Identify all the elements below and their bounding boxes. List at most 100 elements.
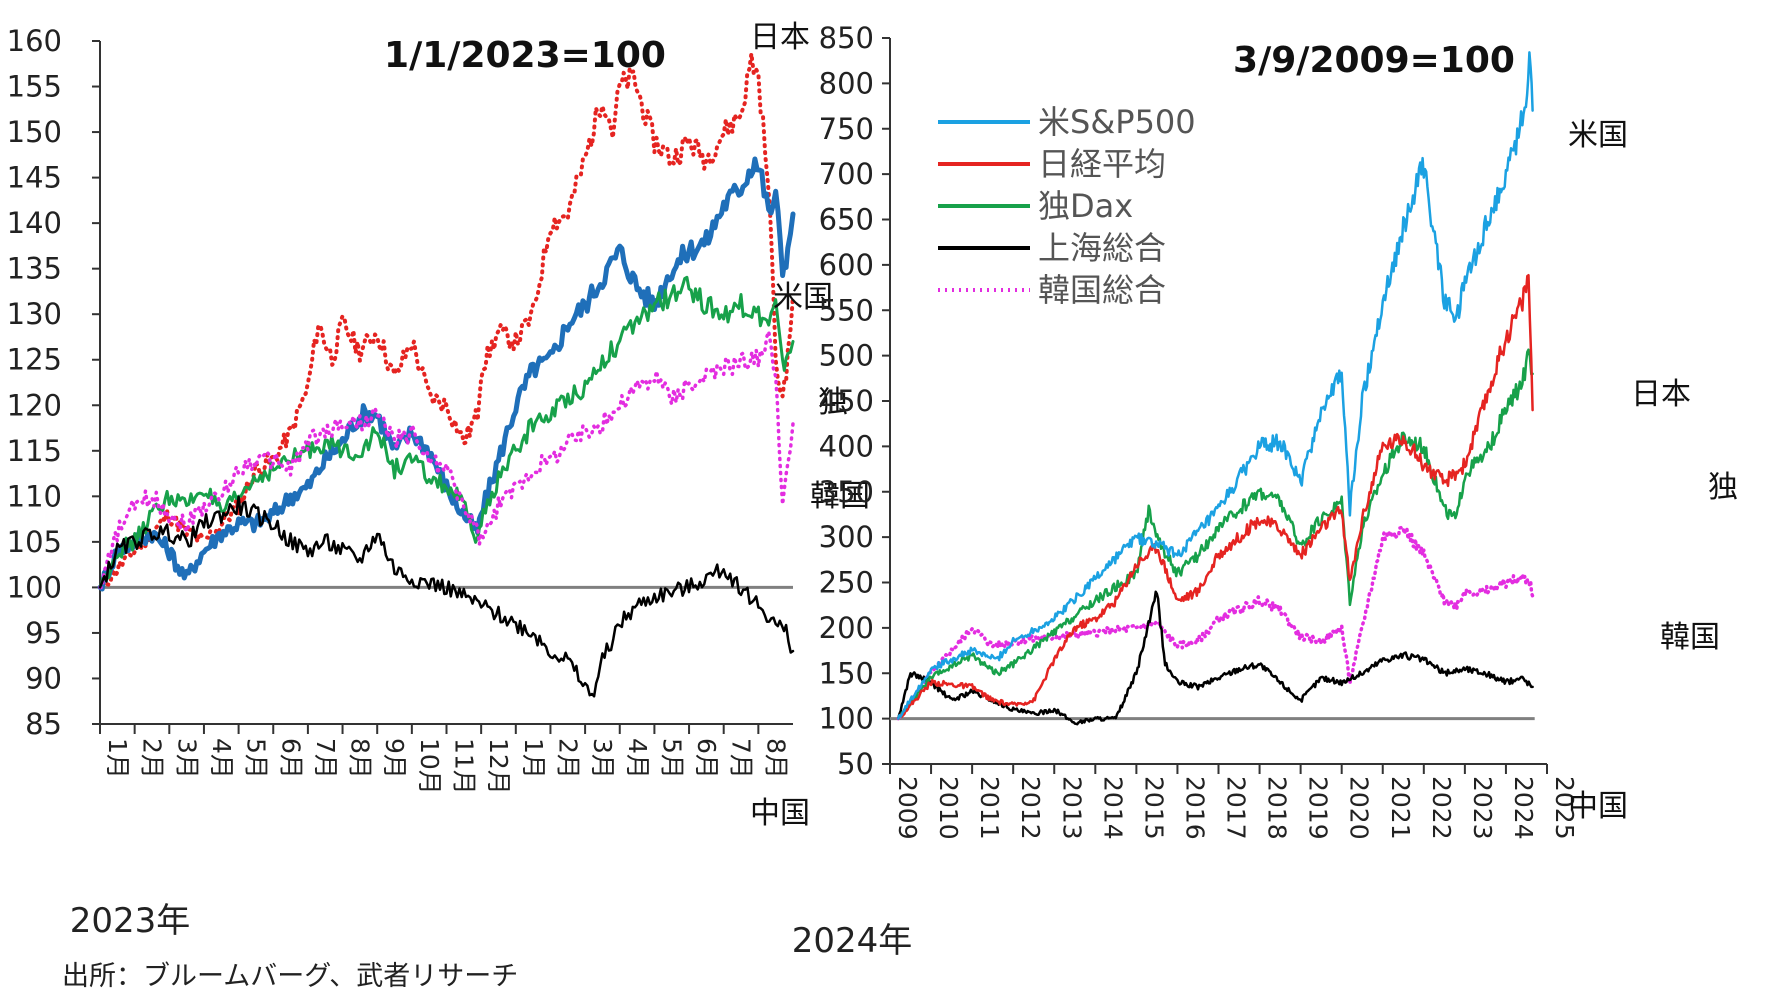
- left-y-tick-label: 100: [7, 570, 62, 604]
- annotation-japan-left: 日本: [750, 20, 810, 55]
- left-y-tick-label: 110: [7, 479, 62, 513]
- left-y-tick-label: 85: [25, 707, 62, 741]
- right-chart-axes: 850 800 750 700 650 600 550 500 450 400 350 300 250 2…: [819, 21, 1579, 840]
- right-y-tick-label: 200: [819, 611, 874, 645]
- left-chart-title: 1/1/2023=100: [384, 35, 666, 76]
- annotation-germany-left: 独: [818, 385, 848, 420]
- right-x-tick-label: 2017: [1222, 776, 1251, 840]
- left-y-tick-label: 90: [25, 661, 62, 695]
- year-label-2024: 2024年: [792, 921, 913, 961]
- right-y-tick-label: 800: [819, 66, 874, 100]
- right-series-line-us: [896, 51, 1534, 720]
- left-x-tick-label: 9月: [380, 738, 409, 779]
- right-y-tick-label: 450: [819, 384, 874, 418]
- left-y-tick-label: 105: [7, 525, 62, 559]
- left-y-tick-label: 130: [7, 297, 62, 331]
- right-y-tick-label: 750: [819, 112, 874, 146]
- right-y-tick-label: 350: [819, 475, 874, 509]
- left-x-tick-label: 5月: [242, 738, 271, 779]
- right-x-tick-label: 2009: [893, 776, 922, 840]
- right-y-tick-label: 550: [819, 293, 874, 327]
- left-x-tick-label: 6月: [276, 738, 305, 779]
- right-chart-series: [896, 51, 1535, 726]
- right-y-tick-label: 300: [819, 520, 874, 554]
- right-chart-panel: 850 800 750 700 650 600 550 500 450 400 350 300 250 2…: [819, 21, 1738, 840]
- left-series-line-korea: [98, 329, 795, 590]
- left-x-tick-label: 4月: [207, 738, 236, 779]
- left-x-tick-label: 5月: [657, 738, 686, 779]
- left-chart-series: [97, 51, 796, 698]
- left-y-tick-label: 160: [7, 24, 62, 58]
- year-label-2023: 2023年: [70, 901, 191, 941]
- right-series-line-germany: [896, 348, 1534, 720]
- left-chart-panel: 160 155 150 145 140 135 130 125 120 115 110 105 100 9…: [7, 20, 913, 961]
- left-y-tick-label: 120: [7, 388, 62, 422]
- left-x-tick-label: 7月: [727, 738, 756, 779]
- right-y-tick-label: 100: [819, 702, 874, 736]
- left-y-tick-label: 95: [25, 616, 62, 650]
- left-x-tick-label: 4月: [623, 738, 652, 779]
- left-x-tick-label: 8月: [761, 738, 790, 779]
- right-x-tick-label: 2016: [1180, 776, 1209, 840]
- right-y-tick-label: 400: [819, 429, 874, 463]
- right-x-tick-label: 2023: [1468, 776, 1497, 840]
- left-x-tick-label: 8月: [346, 738, 375, 779]
- legend-label-japan: 日経平均: [1038, 145, 1166, 183]
- annotation-japan-right: 日本: [1631, 377, 1691, 412]
- left-y-tick-label: 125: [7, 343, 62, 377]
- left-y-tick-label: 150: [7, 115, 62, 149]
- right-series-line-korea: [896, 525, 1535, 721]
- right-y-tick-label: 500: [819, 339, 874, 373]
- left-x-tick-label: 12月: [484, 738, 513, 795]
- left-x-tick-label: 2月: [138, 738, 167, 779]
- right-x-tick-label: 2024: [1509, 776, 1538, 840]
- right-y-tick-label: 50: [837, 747, 874, 781]
- right-y-tick-label: 850: [819, 21, 874, 55]
- left-x-tick-label: 3月: [172, 738, 201, 779]
- left-y-tick-label: 135: [7, 252, 62, 286]
- right-x-tick-label: 2020: [1345, 776, 1374, 840]
- right-series-line-japan: [896, 273, 1534, 720]
- left-series-line-germany: [98, 275, 795, 589]
- right-y-tick-label: 150: [819, 656, 874, 690]
- left-y-tick-label: 145: [7, 161, 62, 195]
- right-x-tick-label: 2012: [1016, 776, 1045, 840]
- legend-label-korea: 韓国総合: [1038, 271, 1166, 309]
- left-x-tick-label: 1月: [103, 738, 132, 779]
- legend-label-germany: 独Dax: [1038, 187, 1133, 225]
- left-x-tick-label: 11月: [450, 738, 479, 795]
- right-y-tick-label: 650: [819, 203, 874, 237]
- left-x-tick-label: 1月: [519, 738, 548, 779]
- annotation-china-left: 中国: [750, 796, 810, 831]
- legend-label-us: 米S&P500: [1038, 103, 1196, 141]
- right-x-tick-label: 2011: [975, 776, 1004, 840]
- right-x-tick-label: 2018: [1263, 776, 1292, 840]
- annotation-us-right: 米国: [1568, 118, 1628, 153]
- right-x-tick-label: 2022: [1427, 776, 1456, 840]
- right-series-line-china: [896, 590, 1534, 726]
- left-y-tick-label: 140: [7, 206, 62, 240]
- right-x-tick-label: 2015: [1139, 776, 1168, 840]
- annotation-us-left: 米国: [773, 280, 833, 315]
- right-y-tick-label: 250: [819, 566, 874, 600]
- left-y-tick-label: 115: [7, 434, 62, 468]
- right-y-tick-label: 600: [819, 248, 874, 282]
- left-x-tick-label: 7月: [311, 738, 340, 779]
- annotation-korea-left: 韓国: [810, 479, 870, 514]
- annotation-china-right: 中国: [1568, 789, 1628, 824]
- left-x-tick-label: 2月: [553, 738, 582, 779]
- left-series-line-us: [97, 156, 796, 592]
- right-y-tick-label: 700: [819, 157, 874, 191]
- legend-label-china: 上海総合: [1038, 229, 1166, 267]
- left-series-line-japan: [98, 51, 795, 590]
- right-x-tick-label: 2014: [1098, 776, 1127, 840]
- right-x-tick-label: 2010: [934, 776, 963, 840]
- right-x-tick-label: 2013: [1057, 776, 1086, 840]
- right-x-tick-label: 2021: [1386, 776, 1415, 840]
- annotation-germany-right: 独: [1708, 470, 1738, 505]
- right-x-tick-label: 2019: [1304, 776, 1333, 840]
- left-series-line-china: [98, 495, 795, 698]
- left-x-tick-label: 6月: [692, 738, 721, 779]
